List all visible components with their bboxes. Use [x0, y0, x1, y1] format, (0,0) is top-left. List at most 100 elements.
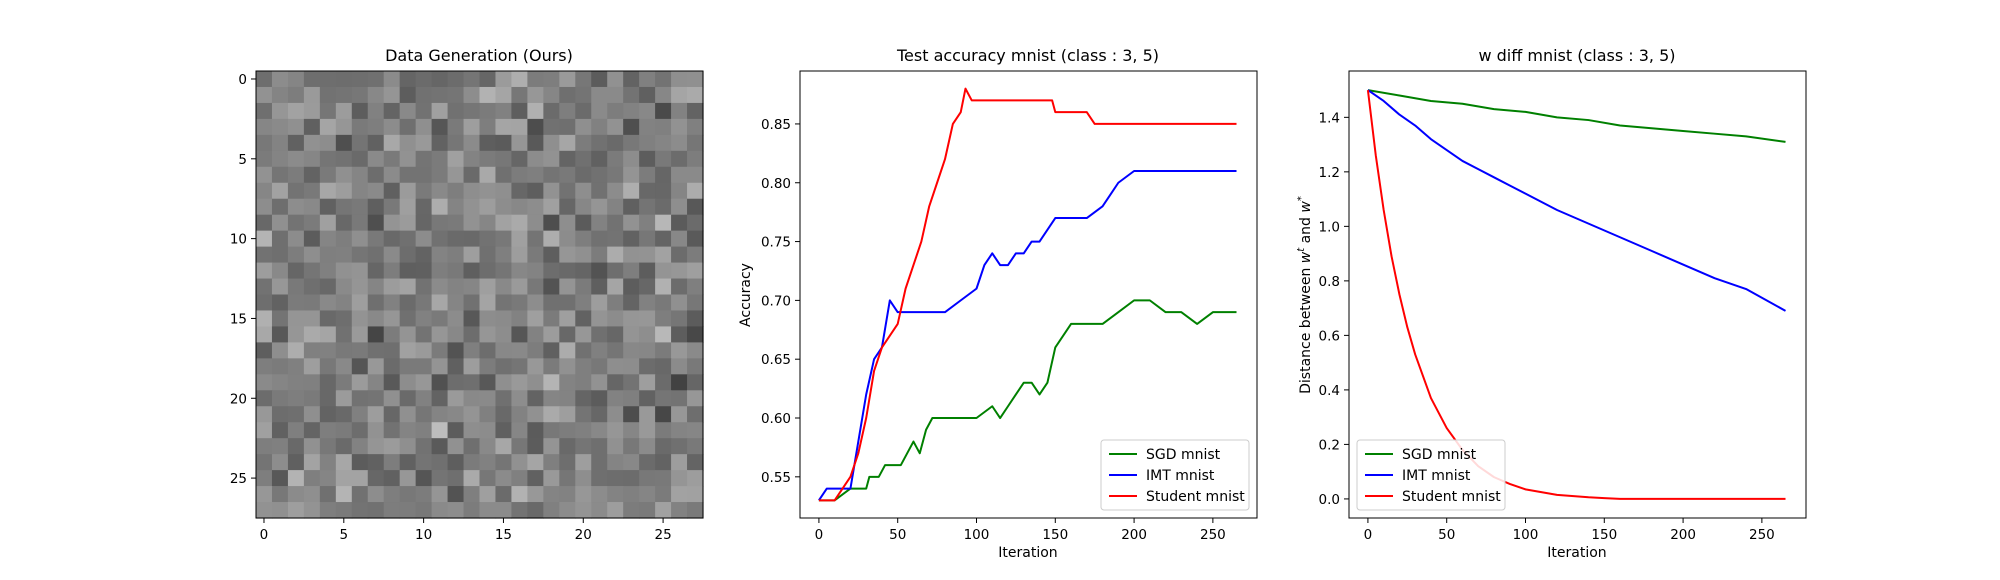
heatmap-xtick-label: 5 — [340, 527, 349, 543]
heatmap-cell — [287, 71, 305, 88]
heatmap-cell — [671, 278, 688, 296]
heatmap-cell — [303, 102, 321, 120]
heatmap-cell — [607, 294, 624, 312]
heatmap-cell — [303, 390, 321, 407]
heatmap-ytick-label: 10 — [230, 232, 247, 248]
heatmap-cell — [399, 230, 417, 248]
heatmap-cell — [367, 86, 385, 104]
heatmap-cell — [383, 262, 401, 280]
heatmap-cell — [591, 262, 608, 280]
heatmap-cell — [367, 71, 385, 88]
heatmap-cell — [271, 390, 289, 407]
heatmap-cell — [495, 342, 513, 359]
heatmap-cell — [383, 118, 401, 136]
heatmap-cell — [543, 198, 560, 216]
accuracy-ylabel: Accuracy — [738, 263, 754, 327]
heatmap-cell — [591, 358, 608, 375]
heatmap-cell — [591, 438, 608, 455]
heatmap-cell — [335, 390, 353, 407]
heatmap-cell — [415, 134, 433, 152]
heatmap-cell — [383, 214, 401, 232]
heatmap-cell — [479, 71, 497, 88]
heatmap-cell — [256, 118, 273, 136]
heatmap-cell — [431, 374, 449, 391]
heatmap-cell — [335, 150, 353, 168]
heatmap-cell — [543, 71, 560, 88]
heatmap-cell — [447, 358, 465, 375]
heatmap-cell — [671, 182, 688, 200]
heatmap-cell — [559, 214, 576, 232]
heatmap-cell — [671, 246, 688, 264]
heatmap-ytick-label: 15 — [230, 311, 247, 327]
heatmap-cell — [623, 326, 640, 343]
heatmap-cell — [335, 198, 353, 216]
heatmap-cell — [303, 246, 321, 264]
heatmap-cell — [655, 278, 672, 296]
heatmap-cell — [639, 150, 656, 168]
heatmap-cell — [687, 150, 704, 168]
heatmap-cell — [415, 214, 433, 232]
heatmap-cell — [431, 310, 449, 328]
heatmap-cell — [639, 182, 656, 200]
heatmap-cell — [607, 134, 624, 152]
heatmap-cell — [575, 390, 592, 407]
heatmap-cell — [319, 71, 337, 88]
heatmap-cell — [639, 262, 656, 280]
heatmap-cell — [415, 438, 433, 455]
heatmap-ticks: 0 5 10 15 20 25 0 5 10 15 20 25 — [230, 72, 672, 543]
heatmap-cell — [687, 86, 704, 104]
heatmap-cell — [543, 150, 560, 168]
heatmap-cell — [256, 102, 273, 120]
heatmap-cell — [367, 374, 385, 391]
heatmap-cell — [383, 198, 401, 216]
heatmap-cell — [447, 198, 465, 216]
heatmap-cell — [511, 102, 528, 120]
heatmap-cell — [495, 294, 513, 312]
heatmap-cell — [559, 134, 576, 152]
heatmap-cell — [431, 166, 449, 184]
heatmap-cell — [287, 470, 305, 487]
heatmap-cell — [655, 390, 672, 407]
heatmap-cell — [399, 198, 417, 216]
series-line — [1367, 89, 1786, 312]
heatmap-cell — [495, 198, 513, 216]
heatmap-cell — [319, 486, 337, 503]
heatmap-cell — [399, 102, 417, 120]
heatmap-cell — [607, 182, 624, 200]
heatmap-cell — [623, 118, 640, 136]
heatmap-cell — [607, 230, 624, 248]
heatmap-xtick-label: 10 — [415, 527, 432, 543]
heatmap-cell — [287, 454, 305, 471]
heatmap-cell — [447, 262, 465, 280]
heatmap-cell — [687, 166, 704, 184]
heatmap-cell — [655, 326, 672, 343]
xtick-label: 100 — [1513, 527, 1539, 543]
heatmap-cell — [479, 214, 497, 232]
heatmap-cell — [415, 198, 433, 216]
heatmap-cell — [671, 294, 688, 312]
heatmap-cell — [303, 262, 321, 280]
heatmap-cell — [527, 294, 544, 312]
heatmap-cell — [271, 182, 289, 200]
heatmap-cell — [479, 374, 497, 391]
heatmap-cell — [415, 406, 433, 423]
heatmap-cell — [543, 214, 560, 232]
heatmap-cell — [319, 358, 337, 375]
heatmap-cell — [431, 390, 449, 407]
ytick-label: 0.55 — [761, 470, 791, 486]
heatmap-cell — [511, 86, 528, 104]
heatmap-cell — [463, 214, 481, 232]
heatmap-cell — [671, 262, 688, 280]
heatmap-cell — [623, 422, 640, 439]
heatmap-cell — [655, 262, 672, 280]
heatmap-cell — [383, 71, 401, 88]
heatmap-cell — [256, 294, 273, 312]
heatmap-cell — [351, 486, 369, 503]
heatmap-cell — [463, 454, 481, 471]
heatmap-cell — [639, 310, 656, 328]
heatmap-cell — [591, 246, 608, 264]
heatmap-cell — [431, 278, 449, 296]
heatmap-cell — [687, 214, 704, 232]
heatmap-cell — [607, 310, 624, 328]
heatmap-cell — [511, 486, 528, 503]
